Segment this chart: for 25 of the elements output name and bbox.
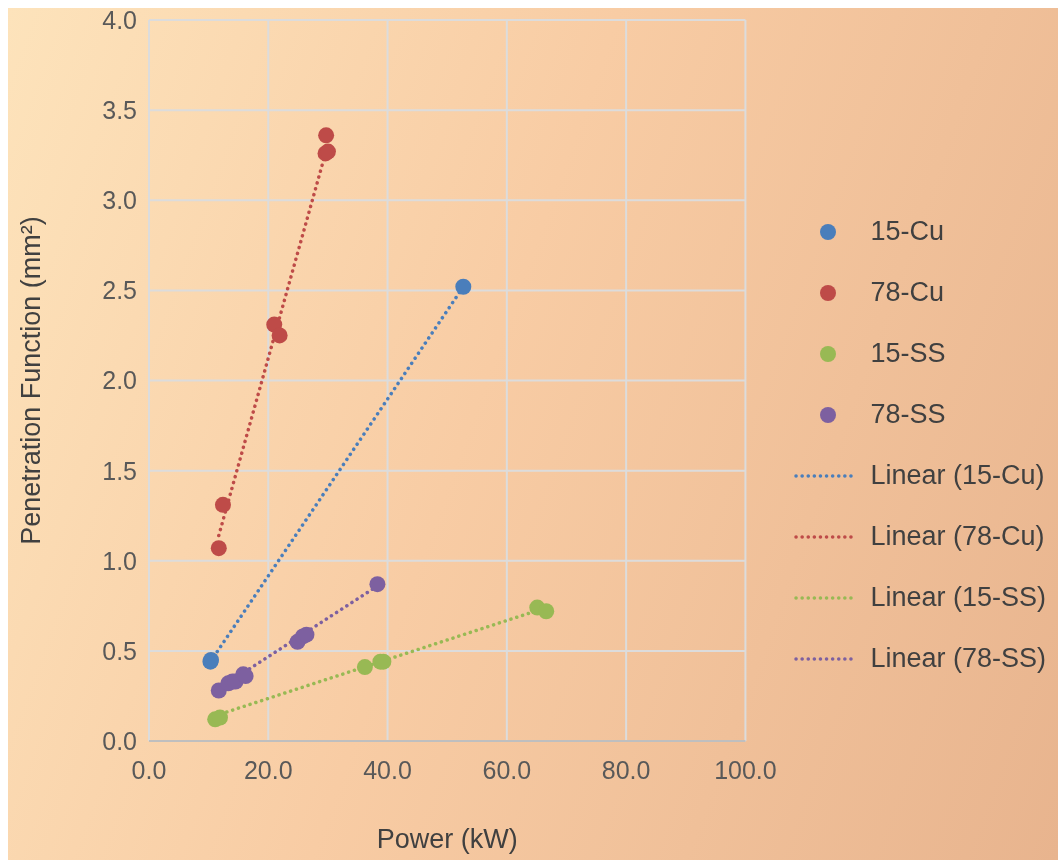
y-tick-label: 1.5 — [102, 456, 137, 485]
y-tick-label: 2.0 — [102, 366, 137, 395]
x-tick-label: 40.0 — [363, 755, 412, 784]
legend-label: Linear (15-Cu) — [870, 460, 1045, 491]
y-tick-label: 0.0 — [102, 726, 137, 755]
legend-label: Linear (78-SS) — [870, 643, 1046, 674]
legend-label: 78-SS — [870, 399, 946, 430]
legend-label: 78-Cu — [870, 277, 944, 308]
x-tick-label: 80.0 — [601, 755, 651, 784]
y-tick-label: 2.5 — [102, 276, 137, 305]
legend-label: Linear (78-Cu) — [870, 521, 1045, 552]
y-tick-label: 0.5 — [102, 636, 137, 665]
legend-label: 15-SS — [870, 338, 946, 369]
legend-label: Linear (15-SS) — [870, 582, 1046, 613]
y-tick-label: 3.5 — [102, 96, 137, 124]
legend-label: 15-Cu — [870, 216, 944, 247]
x-tick-label: 0.0 — [131, 755, 167, 784]
y-axis-title: Penetration Function (mm²) — [15, 216, 46, 545]
x-tick-label: 100.0 — [714, 755, 777, 784]
y-tick-label: 3.0 — [102, 186, 137, 215]
x-tick-label: 60.0 — [482, 755, 532, 784]
x-tick-label: 20.0 — [243, 755, 293, 784]
x-axis-title: Power (kW) — [376, 824, 518, 854]
y-tick-label: 1.0 — [102, 546, 137, 575]
y-tick-label: 4.0 — [102, 5, 137, 34]
